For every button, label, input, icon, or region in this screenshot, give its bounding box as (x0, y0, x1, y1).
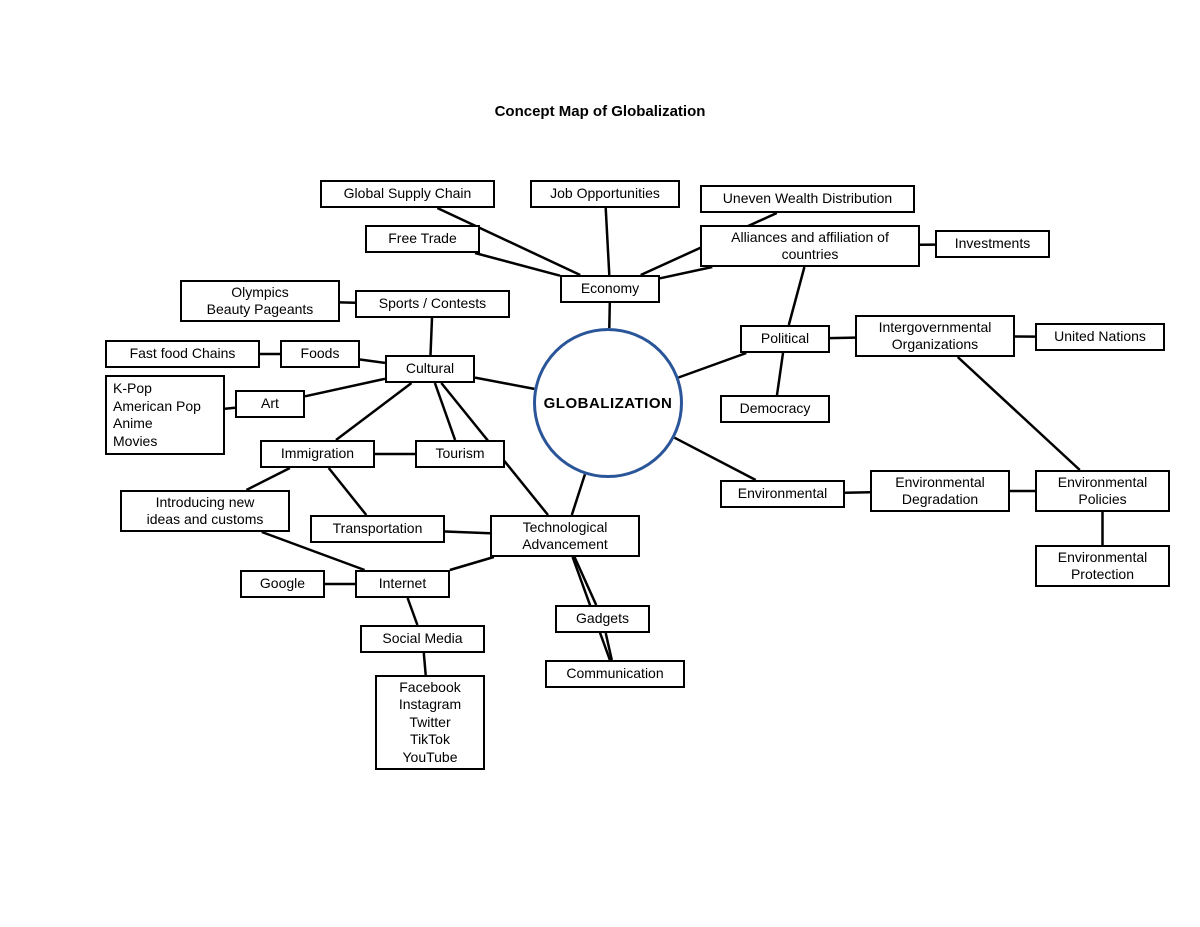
node-political: Political (740, 325, 830, 353)
edge-globalization-economy (609, 303, 610, 328)
edge-cultural-sports (431, 318, 433, 355)
node-google: Google (240, 570, 325, 598)
concept-map-stage: Concept Map of Globalization GLOBALIZATI… (0, 0, 1200, 927)
node-supply: Global Supply Chain (320, 180, 495, 208)
edge-globalization-political (679, 353, 747, 378)
node-uneven: Uneven Wealth Distribution (700, 185, 915, 213)
node-foods: Foods (280, 340, 360, 368)
edge-globalization-cultural (475, 378, 534, 389)
edge-political-democracy (777, 353, 783, 395)
node-alliances: Alliances and affiliation of countries (700, 225, 920, 267)
edge-globalization-environmental (675, 438, 756, 480)
edge-gadgets-comm (606, 633, 612, 660)
edge-cultural-immigration (336, 383, 412, 440)
node-envprot: Environmental Protection (1035, 545, 1170, 587)
node-fastfood: Fast food Chains (105, 340, 260, 368)
node-gadgets: Gadgets (555, 605, 650, 633)
node-internet: Internet (355, 570, 450, 598)
edge-economy-freetrade (475, 253, 560, 276)
node-comm: Communication (545, 660, 685, 688)
edge-cultural-tourism (435, 383, 455, 440)
edge-art-media (225, 408, 235, 409)
edge-igo-envpol (958, 357, 1080, 470)
node-social: Social Media (360, 625, 485, 653)
node-envpol: Environmental Policies (1035, 470, 1170, 512)
node-newideas: Introducing new ideas and customs (120, 490, 290, 532)
edge-economy-jobs (606, 208, 610, 275)
edge-immigration-newideas (246, 468, 290, 490)
node-transport: Transportation (310, 515, 445, 543)
node-apps: Facebook Instagram Twitter TikTok YouTub… (375, 675, 485, 770)
node-igo: Intergovernmental Organizations (855, 315, 1015, 357)
node-sports: Sports / Contests (355, 290, 510, 318)
node-envdeg: Environmental Degradation (870, 470, 1010, 512)
node-cultural: Cultural (385, 355, 475, 383)
edge-tech-gadgets (575, 557, 597, 605)
node-immigration: Immigration (260, 440, 375, 468)
node-freetrade: Free Trade (365, 225, 480, 253)
edge-globalization-tech (572, 474, 585, 515)
edge-political-igo (830, 338, 855, 339)
edge-environmental-envdeg (845, 492, 870, 493)
node-jobs: Job Opportunities (530, 180, 680, 208)
edge-economy-alliances (660, 267, 712, 278)
edge-tech-transport (445, 532, 490, 534)
node-art: Art (235, 390, 305, 418)
node-tech: Technological Advancement (490, 515, 640, 557)
node-democracy: Democracy (720, 395, 830, 423)
edge-cultural-foods (360, 360, 385, 363)
edge-alliances-political (789, 267, 805, 325)
center-node-globalization: GLOBALIZATION (533, 328, 683, 478)
edge-social-apps (424, 653, 426, 675)
diagram-title: Concept Map of Globalization (0, 103, 1200, 120)
edge-tech-internet (450, 557, 494, 570)
node-environmental: Environmental (720, 480, 845, 508)
node-invest: Investments (935, 230, 1050, 258)
edge-internet-social (408, 598, 418, 625)
node-economy: Economy (560, 275, 660, 303)
node-un: United Nations (1035, 323, 1165, 351)
node-tourism: Tourism (415, 440, 505, 468)
edge-immigration-transport (329, 468, 367, 515)
node-olymp: Olympics Beauty Pageants (180, 280, 340, 322)
node-media: K-Pop American Pop Anime Movies (105, 375, 225, 455)
edge-cultural-art (305, 379, 385, 397)
